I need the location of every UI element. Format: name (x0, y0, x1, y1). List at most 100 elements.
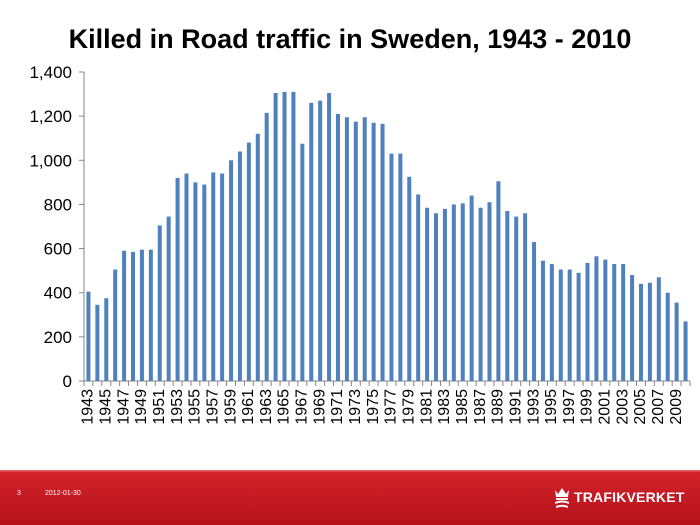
x-tick-label: 1995 (543, 389, 560, 425)
y-tick-label: 1,000 (29, 151, 72, 170)
bar-2006 (647, 282, 652, 381)
bar-1980 (416, 194, 421, 381)
bar-1994 (540, 260, 545, 381)
bar-2005 (638, 283, 643, 381)
bar-1956 (202, 184, 207, 381)
bar-1999 (585, 262, 590, 381)
bar-1969 (318, 100, 323, 381)
x-tick-label: 2005 (632, 389, 649, 425)
x-tick-label: 1949 (133, 389, 150, 425)
x-tick-label: 1989 (490, 389, 507, 425)
bar-1950 (148, 249, 153, 381)
x-tick-label: 1943 (80, 389, 97, 425)
bar-1972 (344, 117, 349, 381)
bar-1986 (469, 195, 474, 381)
footer-bar (0, 470, 700, 525)
bar-1948 (131, 251, 136, 381)
x-tick-label: 1945 (97, 389, 114, 425)
bar-1992 (523, 213, 528, 381)
bar-1968 (309, 102, 314, 382)
bar-1958 (220, 173, 225, 381)
bar-1979 (407, 176, 412, 381)
bar-1946 (113, 269, 118, 381)
bar-1962 (255, 133, 260, 381)
x-tick-label: 1993 (525, 389, 542, 425)
bar-1990 (505, 211, 510, 381)
bar-2010 (683, 321, 688, 381)
x-tick-label: 1961 (240, 389, 257, 425)
bar-1989 (496, 181, 501, 381)
footer-band (0, 470, 700, 525)
bar-1971 (335, 113, 340, 381)
bar-1993 (532, 241, 537, 381)
y-tick-label: 0 (63, 372, 72, 391)
bar-1991 (514, 216, 519, 381)
x-tick-label: 1947 (115, 389, 132, 425)
x-tick-label: 1981 (418, 389, 435, 425)
bar-1976 (380, 123, 385, 381)
x-tick-label: 1965 (276, 389, 293, 425)
bar-1949 (139, 249, 144, 381)
bar-2008 (665, 292, 670, 381)
bar-2003 (621, 264, 626, 381)
bar-1951 (157, 225, 162, 381)
bar-1975 (371, 122, 376, 381)
bar-1957 (211, 172, 216, 381)
trafikverket-crown-icon (555, 488, 569, 508)
x-tick-label: 1997 (561, 389, 578, 425)
y-tick-label: 1,400 (29, 63, 72, 82)
slide-date: 2012-01-30 (45, 490, 81, 497)
bar-1965 (282, 91, 287, 381)
bar-1988 (487, 202, 492, 381)
y-axis: 0 200 400 600 800 1,000 1,200 1,400 (29, 63, 85, 391)
x-tick-label: 1973 (347, 389, 364, 425)
bar-1973 (353, 121, 358, 382)
x-tick-label: 1963 (258, 389, 275, 425)
x-tick-label: 2007 (650, 389, 667, 425)
bar-1983 (442, 208, 447, 381)
bar-2000 (594, 256, 599, 381)
x-tick-label: 1969 (311, 389, 328, 425)
bar-2009 (674, 302, 679, 381)
bar-1995 (549, 264, 554, 381)
y-tick-label: 1,200 (29, 107, 72, 126)
bar-2001 (603, 259, 608, 381)
bar-1964 (273, 92, 278, 381)
bar-1952 (166, 216, 171, 381)
x-tick-label: 1975 (365, 389, 382, 425)
bar-2004 (630, 275, 635, 381)
y-tick-label: 600 (44, 240, 72, 259)
y-tick-label: 400 (44, 284, 72, 303)
x-tick-label: 1977 (383, 389, 400, 425)
bar-1977 (389, 153, 394, 381)
x-axis: 1943 1945 1947 1949 1951 1953 1955 1957 1959 1961… (80, 380, 691, 425)
x-tick-label: 1955 (187, 389, 204, 425)
x-tick-label: 1987 (472, 389, 489, 425)
bar-1987 (478, 207, 483, 381)
bar-2002 (612, 264, 617, 381)
x-tick-label: 1971 (329, 389, 346, 425)
bar-1944 (95, 304, 100, 381)
bar-1997 (567, 269, 572, 381)
slide-number: 3 (17, 490, 21, 497)
bar-1981 (425, 207, 430, 381)
x-tick-label: 2003 (614, 389, 631, 425)
x-tick-label: 1951 (151, 389, 168, 425)
bar-1982 (434, 213, 439, 381)
bar-1959 (229, 160, 234, 381)
x-tick-label: 1991 (507, 389, 524, 425)
bar-1998 (576, 272, 581, 381)
y-tick-label: 800 (44, 195, 72, 214)
logo-text: TRAFIKVERKET (574, 489, 685, 505)
bar-1953 (175, 177, 180, 381)
bar-1947 (122, 250, 127, 381)
bar-1966 (291, 91, 296, 381)
x-tick-label: 1999 (579, 389, 596, 425)
bar-1945 (104, 298, 109, 381)
y-tick-label: 200 (44, 328, 72, 347)
bar-1960 (237, 151, 242, 381)
bar-1996 (558, 269, 563, 381)
bar-1955 (193, 182, 198, 381)
bar-1967 (300, 143, 305, 381)
bar-2007 (656, 277, 661, 381)
